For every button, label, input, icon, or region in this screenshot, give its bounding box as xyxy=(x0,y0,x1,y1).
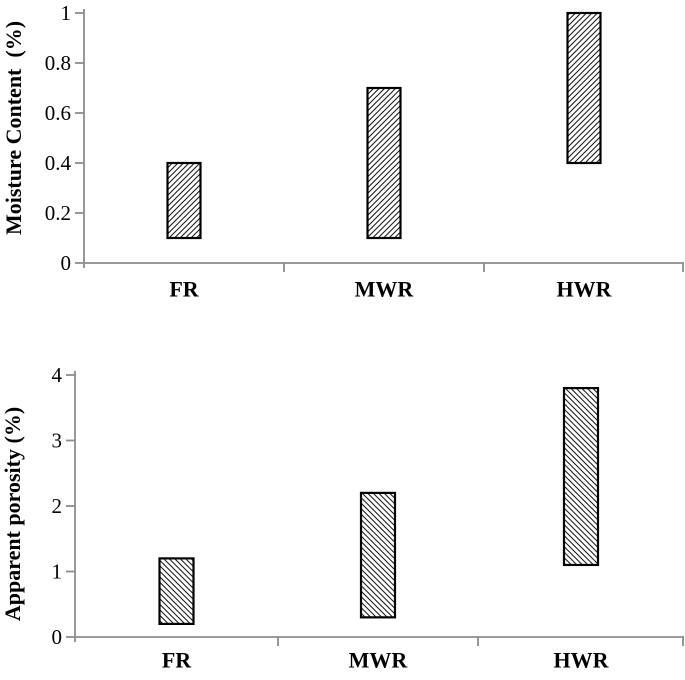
y-tick-label: 0 xyxy=(61,251,72,275)
moisture-content-chart: 0 0.2 0.4 0.6 0.8 1 FR MWR HWR xyxy=(45,1,684,302)
y-tick-label: 0.6 xyxy=(45,101,71,125)
y-axis-title-moisture-content: Moisture Content (%) xyxy=(1,20,26,236)
y-axis-title-apparent-porosity: Apparent porosity (%) xyxy=(0,406,25,622)
x-category-label-fr: FR xyxy=(169,277,199,302)
range-bar-fr xyxy=(158,557,195,625)
range-bar-mwr xyxy=(359,491,397,619)
x-category-label-mwr: MWR xyxy=(349,648,409,673)
y-tick-label: 0 xyxy=(52,625,63,649)
y-tick-label: 1 xyxy=(52,560,63,584)
y-tick-label: 0.2 xyxy=(45,201,71,225)
apparent-porosity-chart: 0 1 2 3 4 FR MWR HWR xyxy=(52,363,684,673)
range-bar-fr xyxy=(166,161,202,240)
x-category-label-hwr: HWR xyxy=(554,648,610,673)
y-tick-label: 4 xyxy=(52,363,63,387)
x-category-label-hwr: HWR xyxy=(557,277,613,302)
x-category-label-mwr: MWR xyxy=(355,277,415,302)
y-tick-label: 2 xyxy=(52,494,63,518)
y-tick-label: 1 xyxy=(61,1,72,25)
y-tick-label: 3 xyxy=(52,429,63,453)
range-bar-hwr xyxy=(566,11,602,165)
y-tick-label: 0.4 xyxy=(45,151,72,175)
x-category-label-fr: FR xyxy=(162,648,192,673)
range-bar-mwr xyxy=(366,86,402,240)
y-tick-label: 0.8 xyxy=(45,51,71,75)
range-bar-hwr xyxy=(562,386,600,567)
